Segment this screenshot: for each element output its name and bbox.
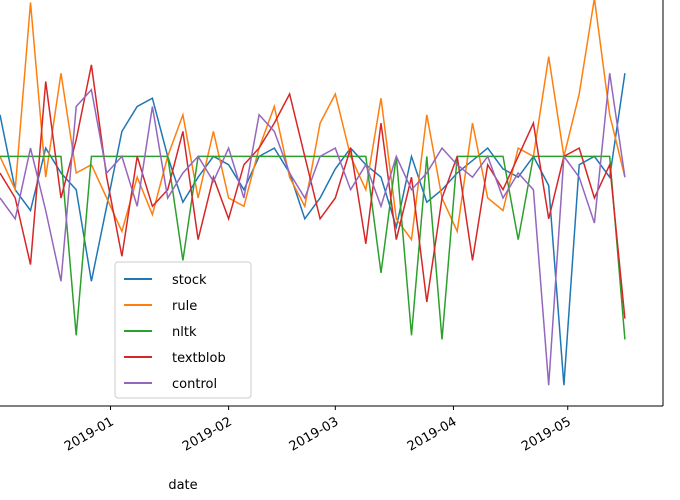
x-tick-label: 2019-01 [62, 414, 117, 454]
legend: stock rule nltk textblob control [114, 261, 252, 399]
legend-label: control [172, 377, 217, 392]
x-axis-label: date [168, 478, 197, 493]
x-tick-label: 2019-05 [519, 414, 574, 454]
x-tick-label: 2019-04 [405, 414, 460, 454]
legend-label: stock [172, 273, 207, 288]
x-tick-label: 2019-02 [180, 414, 235, 454]
legend-box [114, 261, 252, 399]
plot-area [0, 0, 626, 386]
legend-label: rule [172, 299, 197, 314]
series-line [0, 73, 626, 386]
series-line [0, 155, 626, 340]
legend-label: nltk [172, 325, 197, 340]
series-line [0, 73, 626, 386]
x-tick-label: 2019-03 [287, 414, 342, 454]
series-line [0, 0, 626, 242]
legend-label: textblob [172, 351, 226, 366]
